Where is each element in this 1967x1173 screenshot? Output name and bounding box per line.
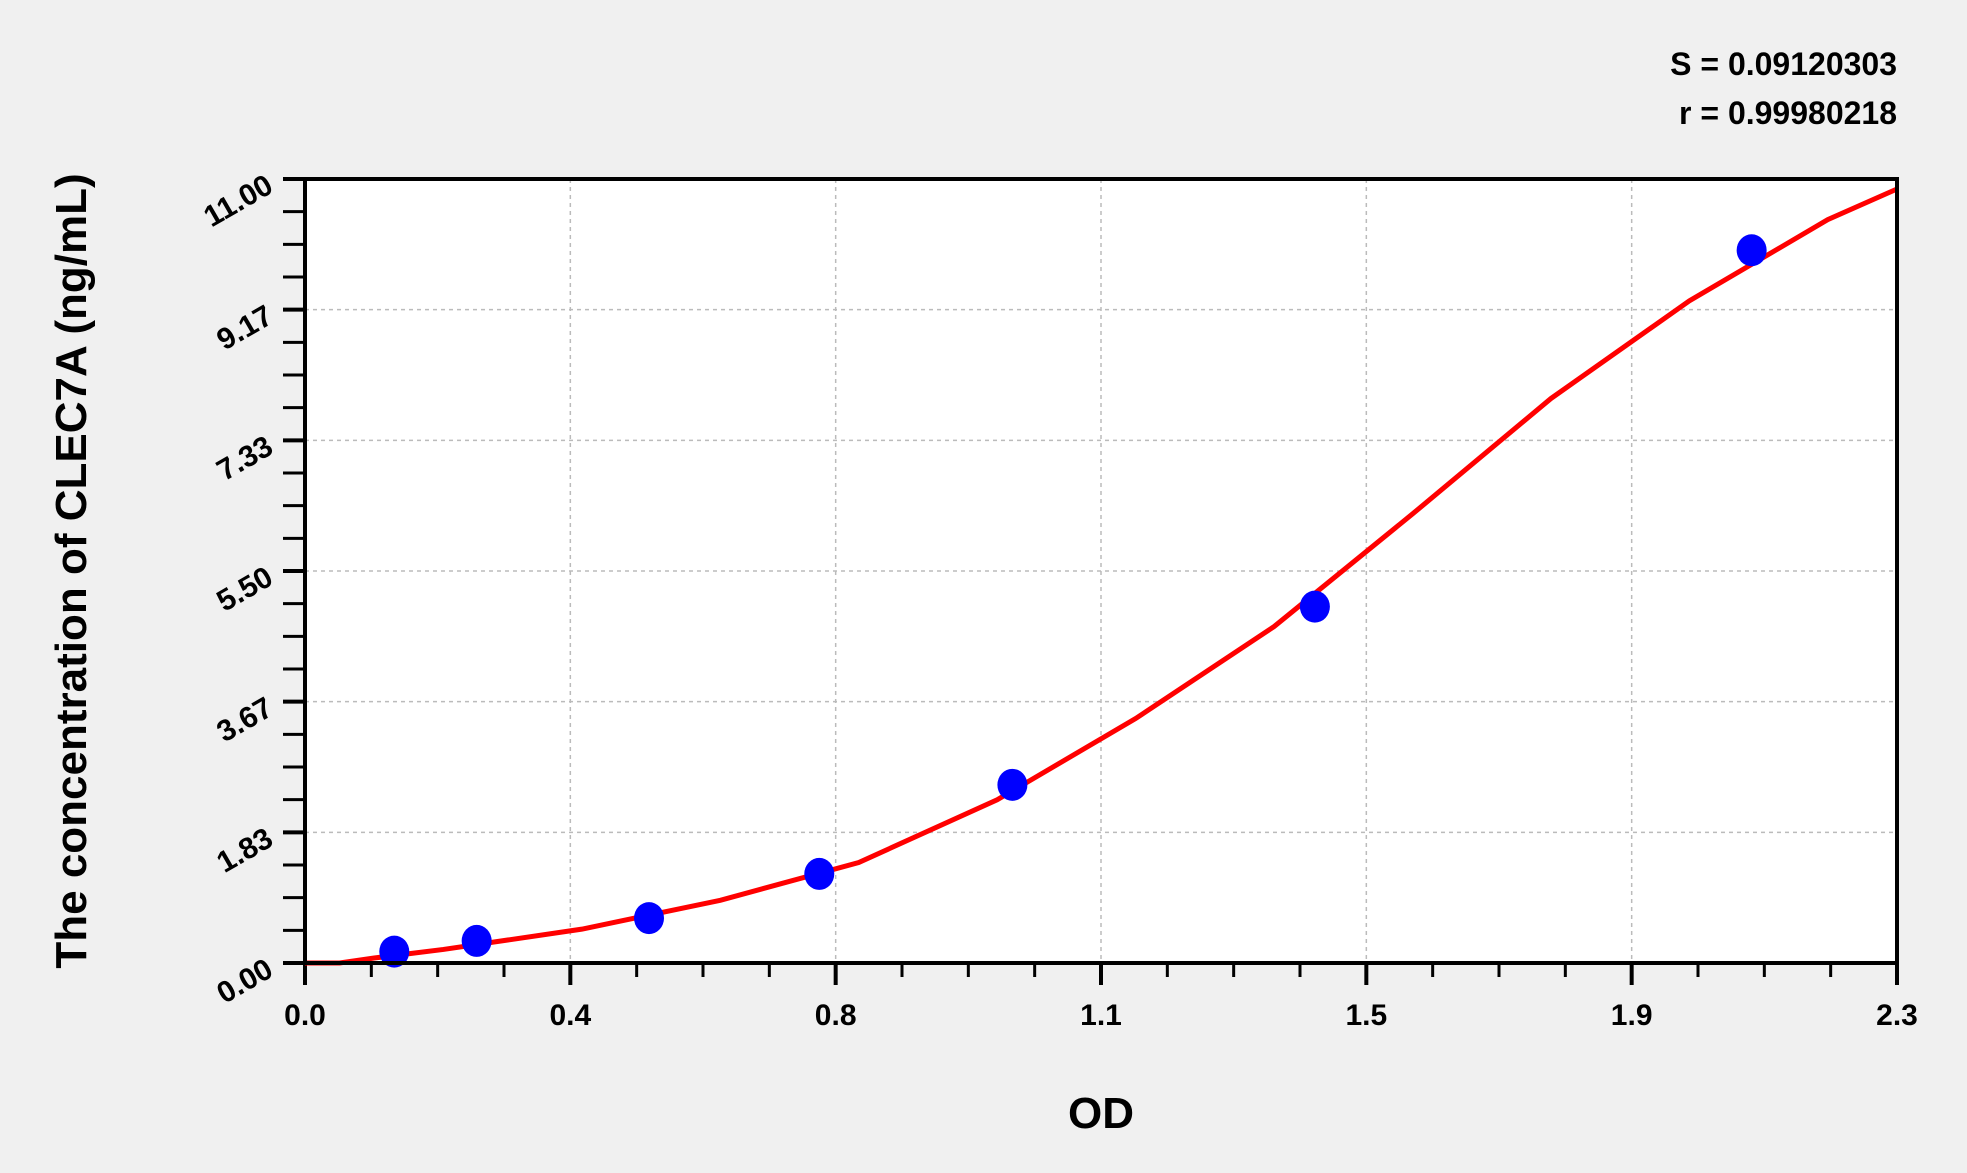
x-tick-label: 0.4 — [549, 999, 591, 1032]
x-tick-label: 0.8 — [815, 999, 857, 1032]
s-statistic: S = 0.09120303 — [1670, 46, 1897, 82]
data-point — [1299, 590, 1330, 623]
x-tick-label: 1.9 — [1611, 999, 1653, 1032]
x-tick-label: 1.1 — [1080, 999, 1122, 1032]
x-tick-label: 0.0 — [284, 999, 326, 1032]
plot-frame — [303, 177, 1899, 965]
data-point — [634, 902, 665, 935]
grid — [305, 179, 1897, 963]
data-point — [997, 768, 1028, 801]
x-axis-title: OD — [1068, 1089, 1134, 1138]
data-point — [804, 857, 835, 890]
x-tick-label: 1.5 — [1345, 999, 1387, 1032]
ticks — [283, 177, 1899, 985]
data-point — [461, 924, 492, 957]
data-point — [379, 935, 410, 968]
r-statistic: r = 0.99980218 — [1679, 95, 1897, 131]
data-points — [379, 234, 1767, 968]
x-tick-label: 2.3 — [1876, 999, 1918, 1032]
y-axis-title: The concentration of CLEC7A (ng/mL) — [47, 173, 96, 968]
data-point — [1736, 234, 1767, 267]
x-tick-labels: 0.0 0.4 0.8 1.1 1.5 1.9 2.3 — [284, 999, 1918, 1032]
